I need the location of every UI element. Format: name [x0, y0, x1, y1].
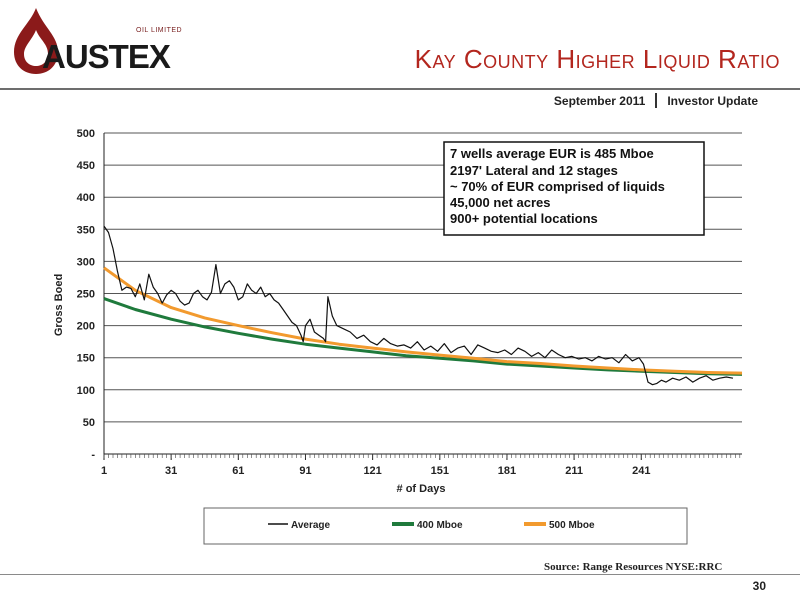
oil-drop-icon	[14, 8, 58, 74]
x-axis-title: # of Days	[397, 483, 446, 495]
annotation-line-1: 7 wells average EUR is 485 Mboe	[450, 146, 654, 161]
y-tick-label: 250	[77, 289, 95, 301]
legend-item-400-mboe: 400 Mboe	[392, 520, 463, 531]
header-date: September 2011	[553, 93, 646, 108]
chart-axes	[103, 133, 742, 458]
y-tick-label: 350	[77, 224, 95, 236]
x-tick-label: 1	[101, 465, 107, 477]
x-tick-label: 31	[165, 465, 177, 477]
header-separator	[655, 93, 658, 108]
legend-label-400-mboe: 400 Mboe	[417, 520, 463, 531]
y-axis-title: Gross Boed	[53, 274, 65, 336]
legend-item-500-mboe: 500 Mboe	[524, 520, 595, 531]
source-note: Source: Range Resources NYSE:RRC	[544, 561, 723, 573]
y-tick-label: 500	[77, 128, 95, 140]
x-tick-label: 151	[431, 465, 449, 477]
x-tick-label: 211	[565, 465, 583, 477]
x-tick-label: 181	[498, 465, 516, 477]
x-tick-label: 91	[299, 465, 311, 477]
chart-series	[103, 225, 743, 386]
production-chart: - 50 100 150 200 250 300 350 400 450 500 1 31 61 91 12…	[53, 128, 743, 545]
x-axis-ticks: 1 31 61 91 121 151 181 211 241	[101, 454, 650, 477]
chart-legend: Average 400 Mboe 500 Mboe	[203, 507, 688, 545]
x-tick-label: 241	[632, 465, 650, 477]
brand-tagline: OIL LIMITED	[136, 27, 182, 34]
y-tick-label: 150	[77, 353, 95, 365]
x-tick-label: 121	[363, 465, 381, 477]
y-tick-label: -	[91, 449, 95, 461]
x-minor-ticks	[103, 454, 741, 458]
y-tick-label: 400	[77, 192, 95, 204]
y-tick-label: 100	[77, 385, 95, 397]
series-500-mboe-line	[103, 266, 743, 375]
header-doc-type: Investor Update	[667, 93, 758, 108]
footer-divider	[0, 574, 800, 575]
annotation-line-5: 900+ potential locations	[450, 211, 598, 226]
x-tick-label: 61	[232, 465, 244, 477]
annotation-line-2: 2197' Lateral and 12 stages	[450, 163, 618, 178]
y-tick-label: 300	[77, 256, 95, 268]
legend-label-500-mboe: 500 Mboe	[549, 520, 595, 531]
annotation-line-3: ~ 70% of EUR comprised of liquids	[450, 179, 665, 194]
y-tick-label: 50	[83, 417, 95, 429]
slide-title: Kay County Higher Liquid Ratio	[414, 44, 780, 74]
series-average-line	[103, 225, 734, 386]
legend-label-average: Average	[291, 520, 331, 531]
page-number: 30	[752, 579, 766, 593]
brand-name: AUSTEX	[42, 38, 171, 75]
y-tick-label: 200	[77, 321, 95, 333]
series-400-mboe-line	[103, 297, 743, 376]
y-tick-label: 450	[77, 160, 95, 172]
annotation-box: 7 wells average EUR is 485 Mboe 2197' La…	[443, 141, 705, 236]
header-divider	[0, 88, 800, 90]
x-minor-tick-marks	[103, 454, 741, 458]
header-subtitle: September 2011 Investor Update	[554, 93, 758, 108]
legend-item-average: Average	[268, 520, 331, 531]
y-axis-ticks: - 50 100 150 200 250 300 350 400 450 500	[77, 128, 96, 461]
annotation-line-4: 45,000 net acres	[450, 195, 550, 210]
austex-logo: OIL LIMITED AUSTEX	[14, 8, 182, 75]
